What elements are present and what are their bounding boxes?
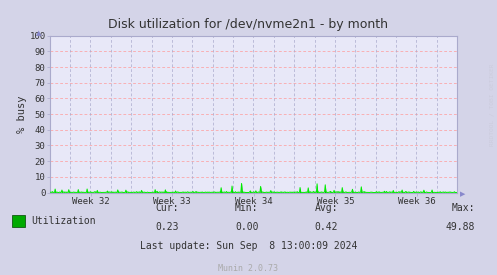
Text: Min:: Min: [235,203,258,213]
Text: RRDTOOL / TOBI OETIKER: RRDTOOL / TOBI OETIKER [490,63,495,146]
Text: 0.23: 0.23 [156,222,179,232]
Text: Cur:: Cur: [156,203,179,213]
Text: Max:: Max: [451,203,475,213]
Y-axis label: % busy: % busy [16,95,27,133]
Text: Disk utilization for /dev/nvme2n1 - by month: Disk utilization for /dev/nvme2n1 - by m… [108,18,389,31]
Text: 49.88: 49.88 [445,222,475,232]
Text: ▶: ▶ [460,191,465,197]
Text: 0.42: 0.42 [315,222,338,232]
Text: ▲: ▲ [36,30,41,36]
Text: Avg:: Avg: [315,203,338,213]
Text: 0.00: 0.00 [235,222,258,232]
Text: Utilization: Utilization [31,216,95,226]
Text: Munin 2.0.73: Munin 2.0.73 [219,264,278,273]
Text: Last update: Sun Sep  8 13:00:09 2024: Last update: Sun Sep 8 13:00:09 2024 [140,241,357,251]
